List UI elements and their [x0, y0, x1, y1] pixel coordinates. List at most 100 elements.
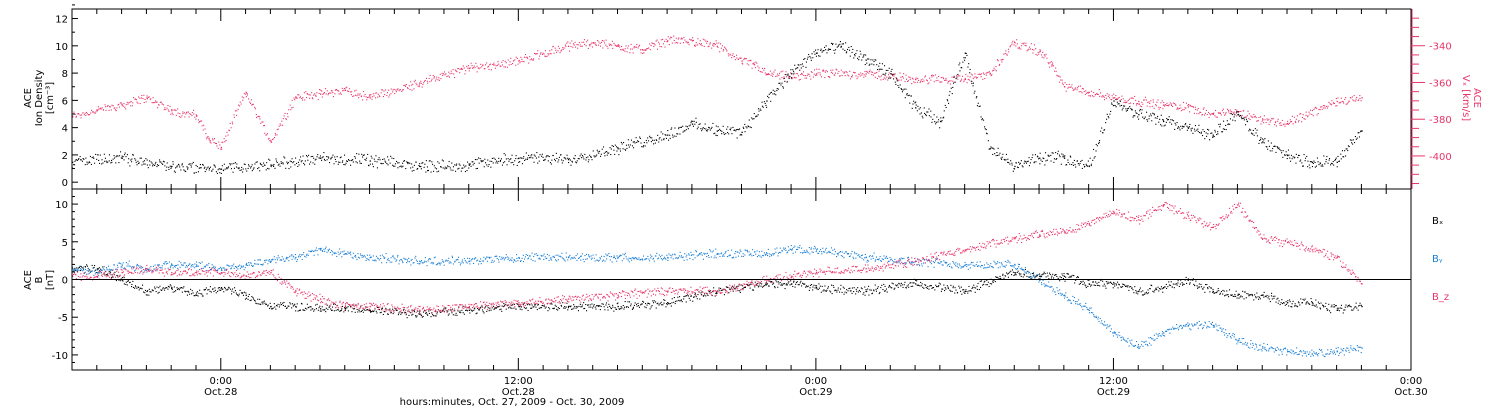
data-point [617, 305, 619, 308]
data-point [611, 44, 613, 46]
data-point [287, 116, 289, 118]
data-point [734, 288, 736, 290]
data-point [879, 76, 881, 78]
data-point [96, 109, 98, 111]
data-point [275, 134, 277, 136]
data-point [1281, 299, 1283, 301]
data-point [259, 162, 261, 164]
data-point [682, 131, 684, 133]
data-point [1211, 132, 1213, 134]
data-point [960, 290, 962, 292]
data-point [1315, 165, 1317, 167]
data-point [487, 307, 489, 309]
data-point [1152, 112, 1154, 114]
data-point [1309, 303, 1311, 305]
data-point [571, 160, 573, 162]
data-point [156, 166, 158, 168]
data-point [536, 53, 538, 55]
data-point [1085, 287, 1087, 289]
data-point [370, 155, 372, 157]
data-point [1274, 145, 1276, 147]
data-point [885, 72, 887, 74]
data-point [1264, 138, 1266, 140]
data-point [1347, 150, 1349, 152]
data-point [123, 103, 125, 105]
data-point [428, 310, 430, 312]
data-point [903, 88, 905, 90]
data-point [949, 91, 951, 93]
data-point [764, 285, 766, 287]
data-point [839, 291, 841, 293]
data-point [237, 167, 239, 169]
data-point [298, 164, 300, 166]
data-point [706, 40, 708, 42]
data-point [723, 294, 725, 296]
data-point [744, 286, 746, 288]
data-point [501, 305, 503, 307]
data-point [1013, 44, 1015, 46]
data-point [364, 93, 366, 95]
data-point [613, 310, 615, 312]
data-point [741, 288, 743, 290]
data-point [1094, 284, 1096, 286]
data-point [561, 49, 563, 51]
data-point [1358, 132, 1360, 134]
data-point [894, 287, 896, 289]
data-point [941, 81, 943, 83]
data-point [428, 160, 430, 162]
data-point [200, 120, 202, 122]
data-point [306, 93, 308, 95]
data-point [236, 163, 238, 165]
data-point [388, 96, 390, 98]
data-point [721, 130, 723, 132]
data-point [404, 84, 406, 86]
data-point [993, 279, 995, 281]
data-point [359, 160, 361, 162]
data-point [879, 291, 881, 293]
data-point [861, 59, 863, 61]
data-point [856, 290, 858, 292]
data-point [613, 42, 615, 44]
data-point [1126, 109, 1128, 111]
data-point [495, 65, 497, 67]
data-point [1229, 109, 1231, 111]
data-point [1189, 111, 1191, 113]
data-point [810, 71, 812, 73]
data-point [472, 164, 474, 166]
data-point [974, 291, 976, 293]
data-point [1087, 285, 1089, 287]
data-point [1180, 279, 1182, 281]
data-point [1071, 275, 1073, 277]
data-point [493, 64, 495, 66]
data-point [77, 113, 79, 115]
data-point [1249, 294, 1251, 296]
data-point [413, 88, 415, 90]
data-point [1003, 53, 1005, 55]
data-point [366, 97, 368, 99]
data-point [640, 52, 642, 54]
data-point [915, 79, 917, 81]
data-point [577, 158, 579, 160]
data-point [118, 103, 120, 105]
data-point [370, 311, 372, 313]
data-point [766, 106, 768, 108]
data-point [504, 161, 506, 163]
data-point [152, 290, 154, 292]
data-point [460, 312, 462, 314]
data-point [82, 158, 84, 160]
data-point [505, 308, 507, 310]
data-point [562, 160, 564, 162]
data-point [968, 79, 970, 81]
data-point [1027, 160, 1029, 162]
data-point [419, 313, 421, 315]
data-point [420, 168, 422, 170]
data-point [193, 295, 195, 297]
data-point [997, 147, 999, 149]
data-point [1214, 292, 1216, 294]
data-point [1348, 146, 1350, 148]
data-point [156, 286, 158, 288]
data-point [508, 307, 510, 309]
data-point [967, 75, 969, 77]
data-point [1252, 116, 1254, 118]
data-point [1116, 101, 1118, 103]
